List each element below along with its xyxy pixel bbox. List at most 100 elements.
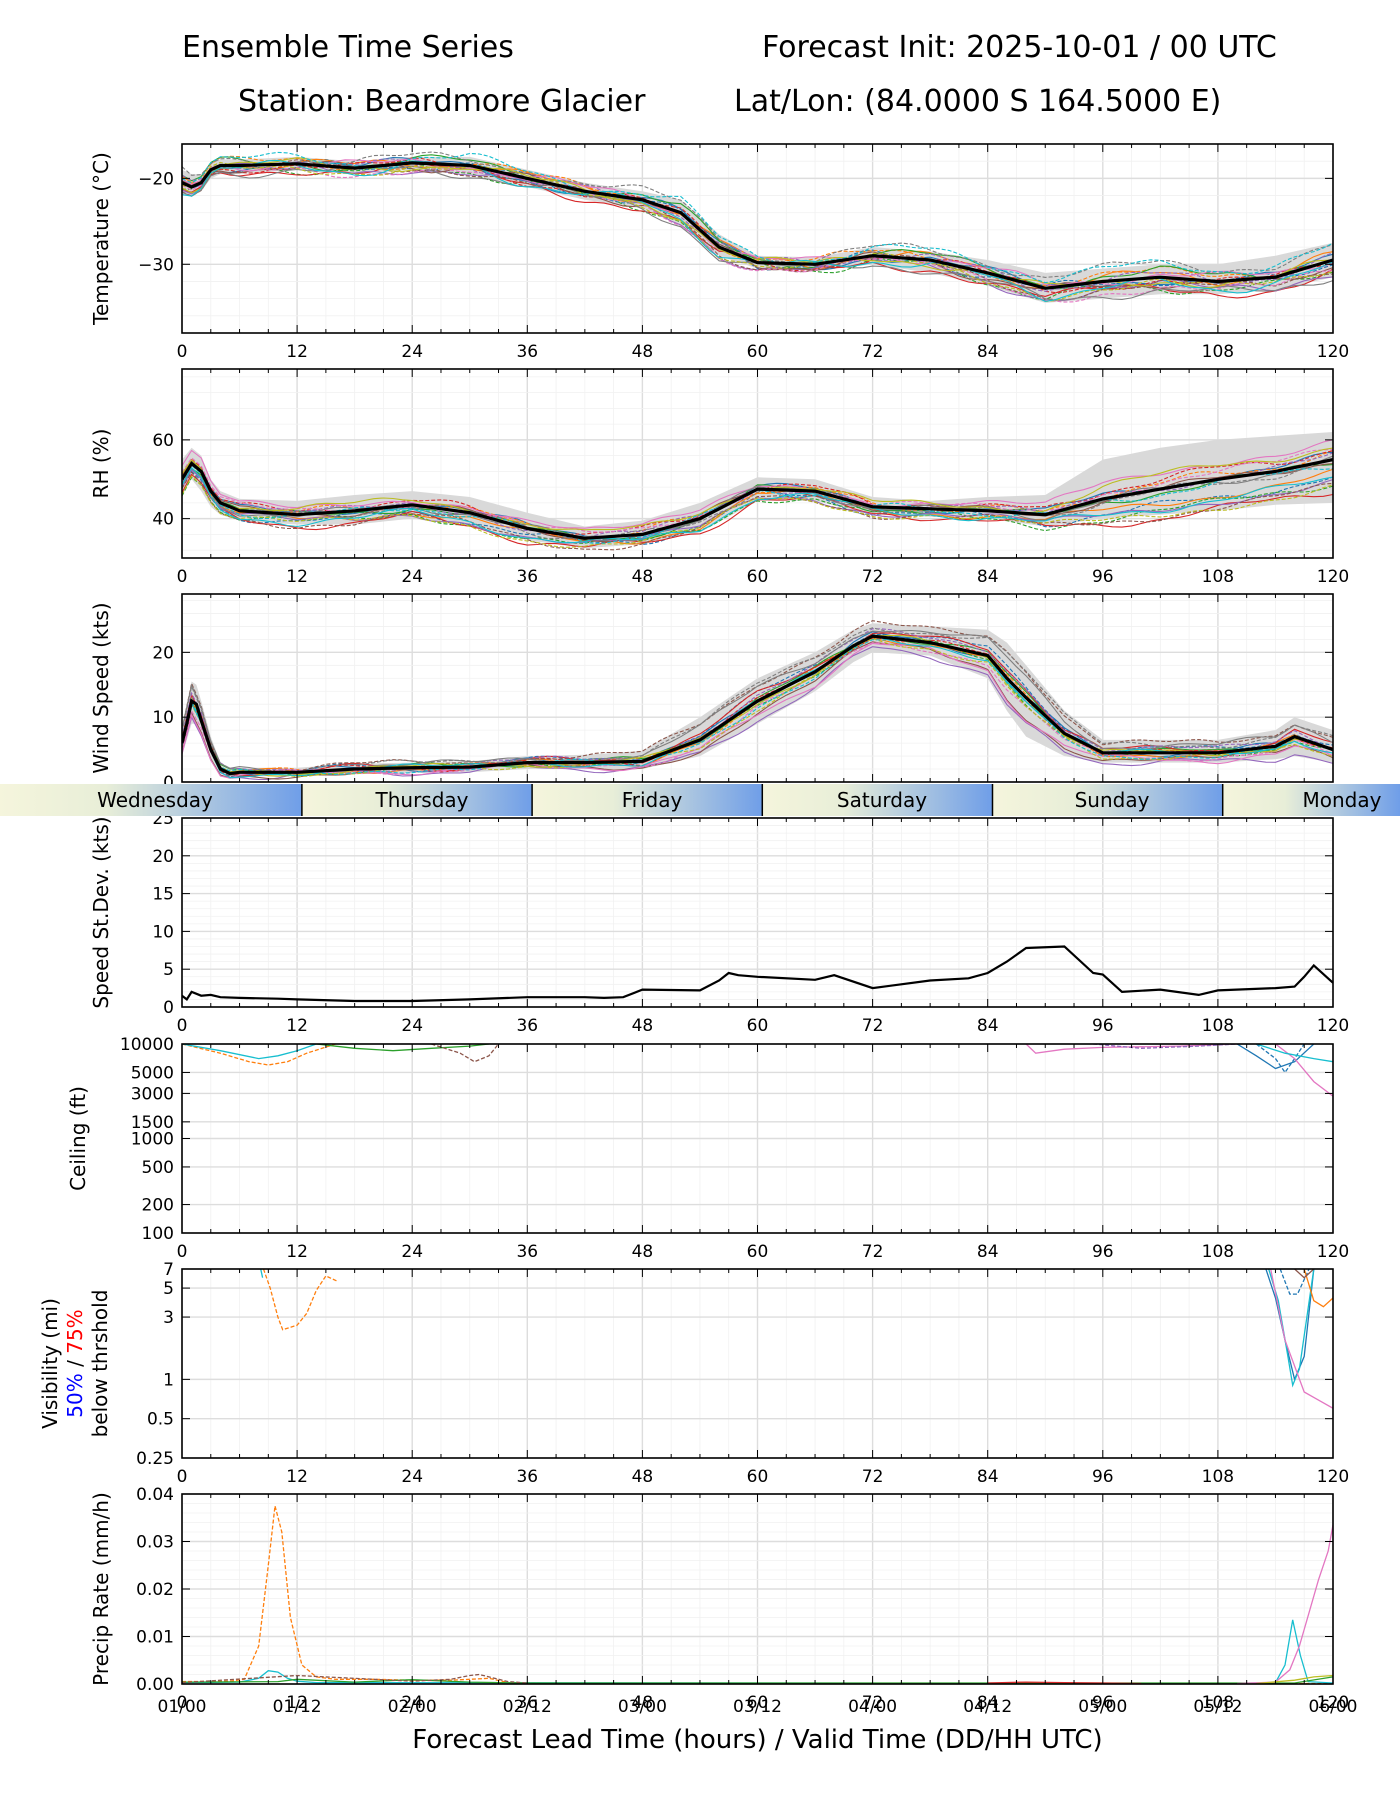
- ensemble-member-line: [182, 163, 1333, 303]
- x-tick-label: 48: [632, 342, 654, 362]
- x-tick-label: 60: [747, 1242, 769, 1262]
- y-tick-label: 1000: [131, 1130, 174, 1150]
- x-tick-label: 24: [401, 1242, 423, 1262]
- x-tick-label: 84: [977, 567, 999, 587]
- x-tick-label: 72: [862, 1693, 884, 1713]
- ensemble-member-line: [182, 633, 1333, 778]
- member-trace-line: [182, 1044, 336, 1066]
- x-tick-label: 120: [1317, 342, 1349, 362]
- y-axis-label-threshold: 50% / 75%: [63, 1309, 87, 1417]
- x-tick-label: 120: [1317, 1016, 1349, 1036]
- valid-time-label: 01/00: [158, 1697, 207, 1717]
- day-band-segment: [762, 784, 993, 816]
- member-trace-line: [1256, 1044, 1333, 1063]
- x-tick-label: 108: [1202, 1242, 1234, 1262]
- y-axis-label-line2: below thrshold: [88, 1290, 112, 1438]
- x-tick-label: 60: [747, 1016, 769, 1036]
- x-tick-label: 72: [862, 1242, 884, 1262]
- valid-time-label: 05/12: [1193, 1697, 1242, 1717]
- x-axis-label: Forecast Lead Time (hours) / Valid Time …: [412, 1725, 1102, 1755]
- spread-band: [182, 156, 1333, 303]
- y-axis-label-part: /: [63, 1354, 87, 1373]
- valid-time-label: 04/12: [963, 1697, 1012, 1717]
- member-trace-line: [262, 1269, 339, 1331]
- member-trace-line: [1265, 1269, 1315, 1382]
- ensemble-member-line: [182, 459, 1333, 540]
- x-tick-label: 108: [1202, 1693, 1234, 1713]
- y-tick-label: 0.00: [136, 1675, 174, 1695]
- x-tick-label: 0: [177, 342, 188, 362]
- x-tick-label: 96: [1092, 1693, 1114, 1713]
- valid-time-label: 03/12: [733, 1697, 782, 1717]
- x-tick-label: 84: [977, 1242, 999, 1262]
- y-axis-label-part: 75%: [63, 1309, 87, 1353]
- member-trace-line: [182, 1619, 1333, 1684]
- station-latlon: Lat/Lon: (84.0000 S 164.5000 E): [734, 84, 1222, 119]
- y-axis-label: Speed St.Dev. (kts): [89, 816, 113, 1008]
- y-tick-label: 10: [152, 922, 174, 942]
- x-tick-label: 36: [516, 1693, 538, 1713]
- y-tick-label: 20: [152, 643, 174, 663]
- y-tick-label: 3: [163, 1308, 174, 1328]
- chart-title: Ensemble Time Series: [182, 30, 514, 65]
- ensemble-member-line: [182, 468, 1333, 545]
- x-tick-label: 48: [632, 1693, 654, 1713]
- x-tick-label: 84: [977, 1693, 999, 1713]
- member-trace-line: [1255, 1044, 1305, 1074]
- y-tick-label: 1500: [131, 1113, 174, 1133]
- x-tick-label: 84: [977, 1467, 999, 1487]
- x-tick-label: 36: [516, 1467, 538, 1487]
- member-trace-line: [1303, 1269, 1333, 1308]
- ensemble-member-line: [182, 158, 1333, 287]
- member-trace-line: [1294, 1269, 1315, 1279]
- y-axis-label: Temperature (°C): [89, 152, 113, 326]
- day-band-segment: [992, 784, 1223, 816]
- y-tick-label: 10: [152, 708, 174, 728]
- ensemble-mean-line: [182, 634, 1333, 776]
- x-tick-label: 36: [516, 1016, 538, 1036]
- y-tick-label: 0.02: [136, 1580, 174, 1600]
- member-trace-line: [1268, 1269, 1315, 1388]
- y-axis-label: Precip Rate (mm/h): [89, 1492, 113, 1686]
- y-tick-label: 100: [142, 1224, 174, 1244]
- day-label-wednesday: Wednesday: [97, 788, 213, 812]
- y-tick-label: −20: [138, 169, 174, 189]
- y-axis-label: Wind Speed (kts): [89, 602, 113, 773]
- y-tick-label: 20: [152, 847, 174, 867]
- day-label-saturday: Saturday: [837, 788, 927, 812]
- member-trace-line: [260, 1269, 264, 1278]
- member-trace-line: [987, 1681, 1142, 1684]
- x-tick-label: 48: [632, 1467, 654, 1487]
- x-tick-label: 24: [401, 567, 423, 587]
- member-trace-line: [1237, 1524, 1333, 1684]
- y-axis-label: Ceiling (ft): [66, 1086, 90, 1191]
- x-tick-label: 72: [862, 342, 884, 362]
- y-tick-label: −30: [138, 255, 174, 275]
- ensemble-member-line: [182, 471, 1333, 551]
- x-tick-label: 60: [747, 1693, 769, 1713]
- day-band-segment: [0, 784, 302, 816]
- y-tick-label: 0: [163, 773, 174, 793]
- member-trace-line: [182, 1673, 528, 1684]
- y-tick-label: 200: [142, 1196, 174, 1216]
- y-tick-label: 5: [163, 960, 174, 980]
- day-band-segment: [532, 784, 763, 816]
- ensemble-mean-line: [182, 458, 1333, 540]
- day-band-segment: [1222, 784, 1400, 816]
- member-trace-line: [316, 1044, 489, 1052]
- ensemble-member-line: [182, 646, 1333, 781]
- x-tick-label: 0: [177, 1467, 188, 1487]
- x-tick-label: 12: [286, 1016, 308, 1036]
- ensemble-member-line: [182, 475, 1333, 548]
- x-tick-label: 96: [1092, 1242, 1114, 1262]
- y-axis-label: RH (%): [89, 429, 113, 499]
- y-tick-label: 0: [163, 998, 174, 1018]
- ensemble-member-line: [182, 466, 1333, 544]
- y-axis-label-part: 50%: [63, 1373, 87, 1417]
- x-tick-label: 24: [401, 1016, 423, 1036]
- x-tick-label: 84: [977, 342, 999, 362]
- x-tick-label: 60: [747, 342, 769, 362]
- ensemble-member-line: [182, 627, 1333, 776]
- x-tick-label: 60: [747, 1467, 769, 1487]
